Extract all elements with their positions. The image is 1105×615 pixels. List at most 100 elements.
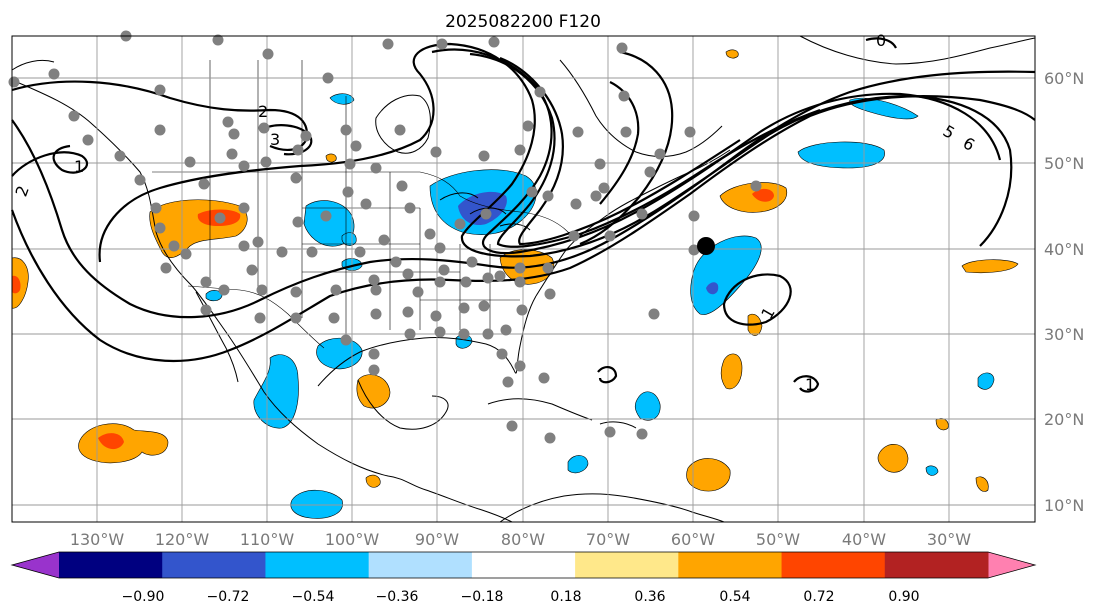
highlighted-point-marker [697,237,715,255]
station-marker [604,230,616,242]
lat-tick-label: 60°N [1044,69,1084,88]
anomaly-negative-ohio [341,232,357,246]
colorbar-outline [10,551,1037,579]
coastline-greenland [799,35,1036,65]
colorbar-segment [59,552,163,578]
colorbar-tick-label: −0.90 [122,589,165,605]
station-marker [514,276,526,288]
coastline-alaska [11,59,55,71]
station-marker [688,244,700,256]
contour-line [499,56,741,246]
station-marker [322,72,334,84]
station-marker [370,284,382,296]
state-lines-west [209,172,303,318]
colorbar-segment [162,552,266,578]
map-frame [11,35,1036,523]
anomaly-negative-puerto-rico [567,455,589,474]
station-marker [254,312,266,324]
anomaly-positive-east-atlantic [877,444,909,473]
station-marker [404,202,416,214]
colorbar-segment [575,552,679,578]
lon-tick-label: 100°W [325,530,380,549]
lon-tick-label: 30°W [927,530,971,549]
station-marker [516,304,528,316]
station-marker [500,324,512,336]
anomaly-positive-small-f [325,153,337,163]
lon-tick-label: 120°W [155,530,210,549]
anomaly-negative-north-atlantic [797,141,885,169]
station-marker [184,156,196,168]
station-marker [466,256,478,268]
station-marker [522,120,534,132]
lon-tick-label: 50°W [756,530,800,549]
contour-line [11,70,1036,319]
station-marker [636,428,648,440]
station-marker [222,116,234,128]
latitude-tick-labels: 60°N 50°N 40°N 30°N 20°N 10°N [1044,69,1084,515]
station-marker [526,186,538,198]
station-marker [214,212,226,224]
anomaly-strong-pacific [98,433,124,450]
anomaly-negative-cape-verde [977,372,995,390]
colorbar-tick-label: 0.36 [634,589,665,605]
coastline-yucatan [357,379,449,430]
station-marker [436,38,448,50]
station-marker [594,158,606,170]
station-marker [368,364,380,376]
station-marker [390,256,402,268]
contour-line [98,42,1013,263]
map-title: 2025082200 F120 [445,12,601,32]
station-marker [458,328,470,340]
station-marker [494,270,506,282]
station-marker [544,432,556,444]
station-marker [212,34,224,46]
lat-tick-label: 20°N [1044,410,1084,429]
canada-provinces [209,60,347,172]
station-marker [684,126,696,138]
station-marker [382,38,394,50]
colorbar-tick-label: 0.72 [803,589,834,605]
anomaly-negative-small-e [925,465,939,476]
station-marker [370,162,382,174]
anomaly-strong-newfoundland [752,188,774,202]
us-mexico-border [187,285,325,349]
anomaly-negative-gulf-west [316,337,363,370]
station-marker [226,148,238,160]
station-marker [514,262,526,274]
colorbar-segment [781,552,886,578]
anomaly-negative-baja [205,290,223,302]
station-marker [292,216,304,228]
contour-label: 1 [805,375,815,394]
colorbar-tick-label: −0.36 [376,589,419,605]
station-marker [370,308,382,320]
station-marker [648,308,660,320]
station-marker [154,222,166,234]
station-marker [378,234,390,246]
colorbar-segment [265,552,370,578]
station-marker [48,68,60,80]
colorbar-tick-label: 0.18 [550,589,581,605]
station-marker [368,348,380,360]
station-marker [342,186,354,198]
colorbar-segment [884,552,989,578]
anomaly-negative-atlantic-low [690,235,762,315]
station-marker [534,86,546,98]
station-marker [168,240,180,252]
station-marker [320,210,332,222]
contour-line [793,375,820,393]
anomaly-positive-subtropical [720,353,743,390]
station-marker [260,156,272,168]
station-marker [482,272,494,284]
anomaly-negative-mexico [253,354,299,429]
anomaly-negative-northeast-atlantic [849,97,919,120]
station-marker [200,304,212,316]
station-marker [412,286,424,298]
station-marker [542,190,554,202]
colorbar-segment [678,552,783,578]
station-marker [198,178,210,190]
station-marker [218,284,230,296]
anomaly-positive-newfoundland [719,182,788,213]
contour-line [579,50,674,246]
anomaly-negative-east-pacific [290,489,343,519]
anomaly-positive-azores [961,259,1019,274]
